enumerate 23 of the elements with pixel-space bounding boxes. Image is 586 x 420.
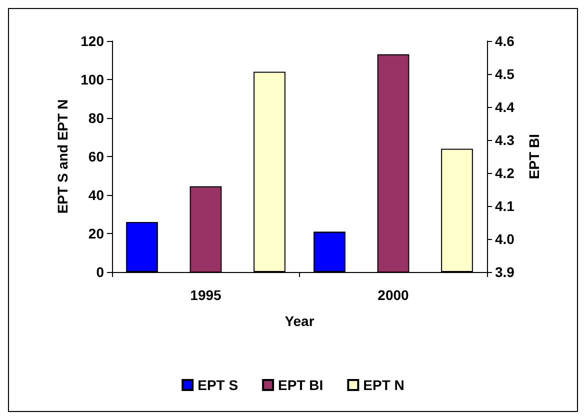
y-axis-title: EPT S and EPT N [54,99,71,214]
y2-tick-label: 4.6 [495,33,515,49]
y2-tick-label: 4.3 [495,132,515,148]
y2-axis-title: EPT BI [526,134,542,180]
legend-label: EPT S [198,377,238,393]
legend-label: EPT BI [278,377,324,393]
y-tick-label: 40 [88,187,104,203]
x-tick-label: 1995 [190,287,222,303]
y-tick-label: 100 [80,72,104,88]
y2-tick-label: 4.5 [495,66,515,82]
legend-label: EPT N [363,377,404,393]
y2-tick-label: 3.9 [495,264,515,280]
y-tick-label: 80 [88,110,104,126]
x-tick-label: 2000 [378,287,410,303]
y2-tick-label: 4.1 [495,198,515,214]
y-tick-label: 60 [88,148,104,164]
y2-tick-label: 4.0 [495,231,515,247]
y-tick-label: 20 [88,226,104,242]
y2-tick-label: 4.4 [495,99,515,115]
x-axis-title: Year [284,313,315,329]
y-tick-label: 120 [80,33,104,49]
y2-tick-label: 4.2 [495,165,515,181]
y-tick-label: 0 [96,264,104,280]
